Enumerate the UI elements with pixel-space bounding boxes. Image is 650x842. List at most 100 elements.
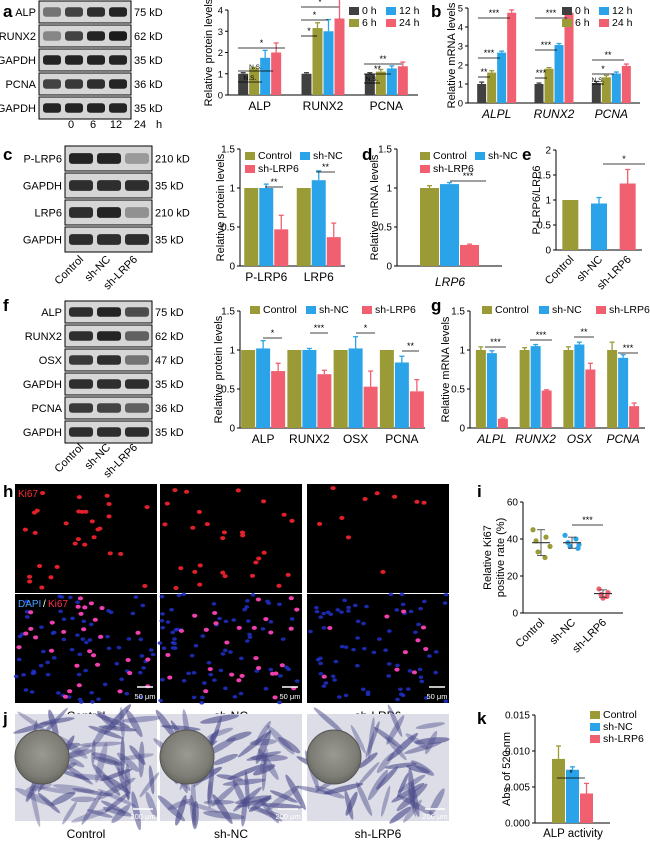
bar [409, 391, 424, 428]
legend-swatch [386, 7, 396, 15]
x-category-label: RUNX2 [303, 99, 344, 113]
stained-cell [17, 711, 47, 732]
legend-swatch [349, 19, 359, 27]
blot-size-label: 62 kD [155, 331, 184, 343]
bar [363, 386, 378, 428]
stained-cell [323, 783, 364, 795]
dapi-nucleus [294, 679, 300, 683]
stained-cell [155, 709, 177, 739]
panel-letter-i: i [477, 482, 482, 501]
bar [574, 344, 585, 428]
legend-swatch [482, 306, 492, 314]
dapi-nucleus [66, 695, 72, 699]
dapi-nucleus [24, 615, 30, 619]
y-axis-label: Relative mRNA levels [446, 2, 458, 108]
dapi-nucleus [41, 649, 46, 654]
dapi-nucleus [158, 698, 163, 703]
bar [566, 769, 579, 823]
dapi-nucleus [339, 610, 344, 614]
stained-cell [139, 772, 160, 798]
stained-cell [98, 725, 138, 732]
stained-cell [313, 707, 345, 735]
ki67-nucleus [67, 689, 73, 694]
bar [348, 348, 363, 428]
dapi-nucleus [318, 661, 324, 666]
significance-label: ** [480, 67, 488, 77]
blot-band [87, 103, 105, 113]
panel-letter-f: f [3, 296, 9, 315]
blot-band [69, 153, 93, 164]
ki67-nucleus [76, 495, 82, 500]
dapi-nucleus [332, 678, 337, 682]
legend-label: Control [603, 709, 637, 721]
ki67-nucleus [90, 653, 97, 658]
stained-cell [373, 726, 403, 749]
ki67-nucleus [145, 657, 151, 662]
dapi-nucleus [159, 677, 165, 682]
blot-band [65, 103, 83, 113]
dapi-nucleus [87, 638, 93, 642]
ki67-nucleus [48, 575, 54, 580]
y-tick-label: 0.5 [451, 385, 465, 396]
y-tick-label: 1 [458, 80, 463, 91]
bar [591, 203, 607, 250]
dapi-nucleus [308, 629, 313, 634]
ki67-nucleus [79, 509, 85, 514]
stained-cell [50, 791, 76, 806]
significance-label: *** [489, 8, 500, 18]
dapi-nucleus [119, 677, 124, 682]
stained-cell [367, 769, 388, 801]
blot-band [109, 31, 127, 41]
dapi-nucleus [38, 663, 44, 668]
y-tick-label: 2 [545, 146, 551, 157]
stained-cell [227, 763, 266, 780]
dapi-nucleus [170, 630, 176, 635]
stained-cell [25, 782, 53, 792]
blot-band [125, 355, 149, 365]
blot-band [69, 403, 93, 413]
significance-label: *** [314, 323, 325, 333]
legend-label: sh-LRP6 [258, 163, 299, 175]
y-tick-label: 1 [545, 196, 551, 207]
y-axis-label: positive rate (%) [495, 518, 507, 597]
scale-bar-label: 200 μm [275, 812, 300, 821]
bar [375, 71, 386, 95]
blot-size-label: 47 kD [155, 355, 184, 367]
dapi-nucleus [90, 700, 95, 704]
dapi-nucleus [343, 693, 349, 698]
ki67-nucleus [236, 625, 242, 630]
bar [397, 66, 408, 95]
dapi-nucleus [354, 663, 360, 668]
x-category-label: PCNA [595, 107, 628, 121]
y-tick-label: 3 [218, 27, 223, 38]
bar [323, 31, 334, 95]
blot-row-label: P-LRP6 [23, 154, 62, 166]
stained-cell [350, 724, 366, 754]
blot-row-label: GAPDH [0, 55, 36, 67]
y-tick-label: 0 [512, 609, 518, 620]
stained-cell [406, 764, 431, 774]
y-axis-label: Abs. of 520 nm [501, 732, 513, 806]
x-category-label: RUNX2 [534, 107, 575, 121]
blot-row-label: GAPDH [23, 379, 62, 391]
blot-band [87, 7, 105, 17]
bar [271, 371, 286, 428]
significance-label: * [313, 10, 317, 20]
stained-cell [62, 801, 77, 825]
bar [585, 369, 596, 428]
dapi-nucleus [124, 691, 130, 696]
blot-band [43, 31, 61, 41]
significance-label: *** [582, 515, 593, 525]
ki67-nucleus [39, 585, 45, 590]
ki67-nucleus [229, 672, 235, 677]
significance-label: *** [490, 337, 501, 347]
significance-label: * [569, 768, 573, 778]
legend-swatch [599, 7, 609, 15]
blot-lane-label: 12 [110, 119, 122, 131]
blot-size-label: 35 kD [155, 181, 184, 193]
blot-strip [38, 24, 132, 48]
dapi-nucleus [55, 691, 61, 695]
dapi-nucleus [160, 625, 166, 630]
dapi-nucleus [212, 678, 217, 682]
